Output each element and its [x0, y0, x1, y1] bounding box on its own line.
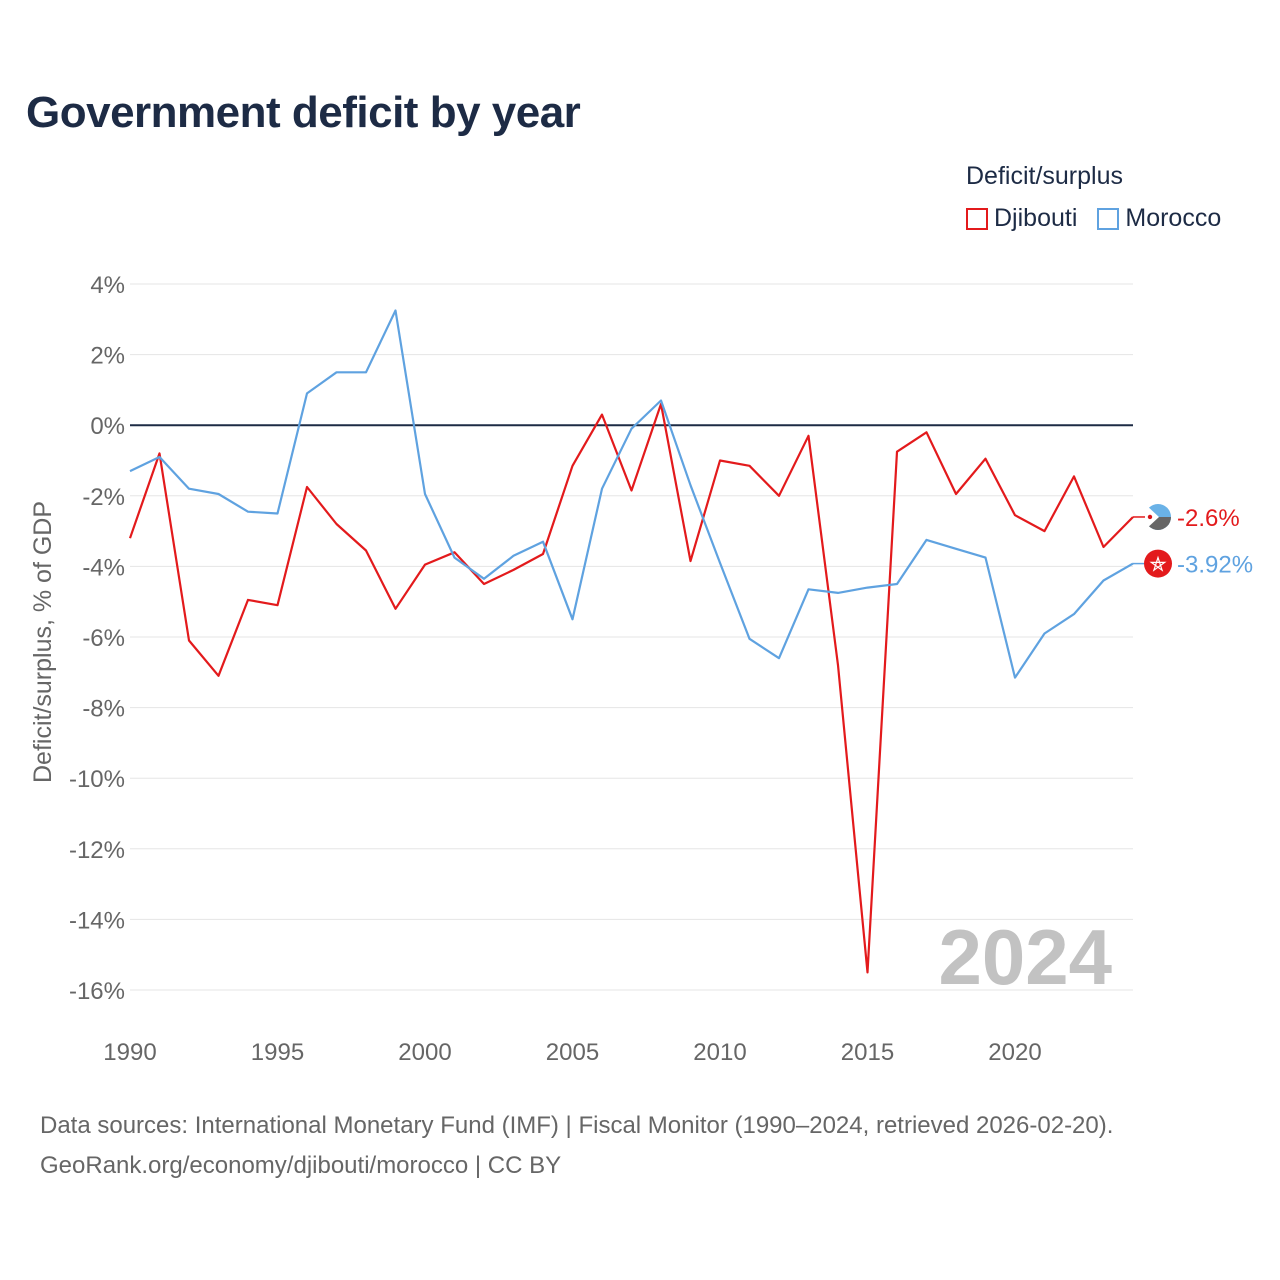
- morocco-flag-star: [1149, 555, 1167, 572]
- footer-attribution[interactable]: GeoRank.org/economy/djibouti/morocco | C…: [40, 1152, 562, 1179]
- y-tick-label: 2%: [90, 343, 125, 370]
- y-tick-label: -6%: [82, 625, 125, 652]
- legend-item-morocco[interactable]: Morocco: [1097, 204, 1221, 233]
- legend-item-djibouti[interactable]: Djibouti: [966, 204, 1077, 233]
- y-tick-label: -4%: [82, 554, 125, 581]
- chart-title: Government deficit by year: [26, 88, 581, 137]
- y-tick-label: -2%: [82, 484, 125, 511]
- morocco-flag-circle: [1144, 549, 1172, 578]
- watermark-layer: 2024: [938, 913, 1112, 1001]
- legend-title: Deficit/surplus: [966, 162, 1123, 190]
- legend: Djibouti Morocco: [966, 204, 1221, 233]
- x-tick-label: 1990: [103, 1039, 156, 1066]
- footer: Data sources: International Monetary Fun…: [40, 1106, 1113, 1186]
- y-tick-label: -10%: [69, 766, 125, 793]
- end-label-djibouti: -2.6%: [1177, 505, 1240, 532]
- djibouti-flag-icon: [1133, 503, 1171, 530]
- legend-label-djibouti: Djibouti: [994, 204, 1078, 232]
- x-tick-label: 1995: [251, 1039, 304, 1066]
- end-label-morocco: -3.92%: [1177, 552, 1253, 579]
- legend-swatch-morocco: [1097, 207, 1120, 230]
- y-axis-ticks: 4% 2% 0% -2% -4% -6% -8% -10% -12% -14% -16%: [69, 272, 125, 1005]
- x-tick-label: 2000: [398, 1039, 451, 1066]
- line-chart: 2024 4%2%0%-2%-4%-6%-8%-10%-12%-14%-16% …: [29, 272, 1253, 1066]
- series-line-morocco: [129, 309, 1134, 679]
- y-tick-label: 4%: [90, 272, 125, 299]
- x-tick-label: 2015: [841, 1039, 894, 1066]
- x-tick-label: 2020: [988, 1039, 1041, 1066]
- y-tick-label: 0%: [90, 413, 125, 440]
- x-axis-ticks: 1990 1995 2000 2005 2010 2015 2020: [103, 1039, 1041, 1066]
- y-tick-label: -14%: [69, 907, 125, 934]
- y-tick-label: -8%: [82, 696, 125, 723]
- series-layer: [128, 309, 1134, 974]
- legend-swatch-djibouti: [966, 207, 988, 230]
- grid: [130, 283, 1133, 991]
- x-tick-label: 2005: [546, 1039, 599, 1066]
- series-line-djibouti: [128, 402, 1134, 974]
- x-tick-label: 2010: [693, 1039, 746, 1066]
- y-axis-label: Deficit/surplus, % of GDP: [29, 501, 57, 783]
- morocco-flag-icon: [1133, 549, 1172, 578]
- year-watermark: 2024: [938, 913, 1112, 1001]
- end-markers: -2.6% -3.92%: [1133, 503, 1253, 579]
- legend-label-morocco: Morocco: [1125, 204, 1222, 232]
- y-tick-label: -12%: [69, 837, 125, 864]
- footer-sources: Data sources: International Monetary Fun…: [40, 1112, 1114, 1139]
- djibouti-flag-star: [1147, 514, 1153, 520]
- y-tick-label: -16%: [69, 978, 125, 1005]
